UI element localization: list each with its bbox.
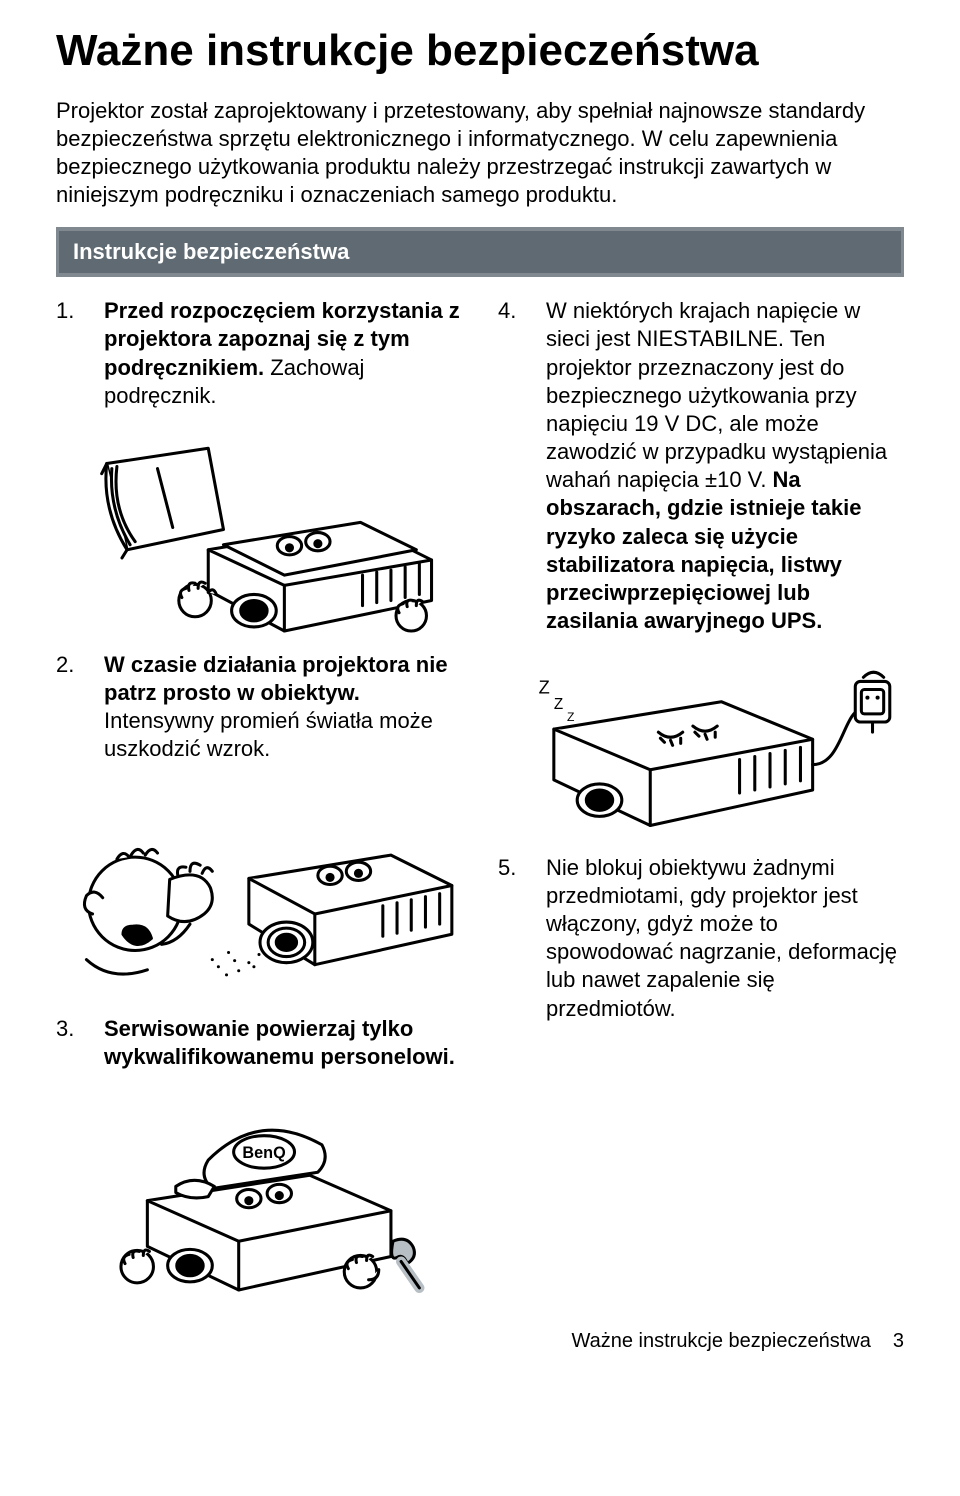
safety-item-1: 1. Przed rozpoczęciem korzystania z proj… <box>56 297 462 410</box>
svg-text:Z: Z <box>539 677 550 698</box>
left-column: 1. Przed rozpoczęciem korzystania z proj… <box>56 287 462 1302</box>
document-page: Ważne instrukcje bezpieczeństwa Projekto… <box>0 0 960 1389</box>
item-number: 2. <box>56 651 78 764</box>
item-text-bold: W czasie działania projektora nie patrz … <box>104 652 448 705</box>
svg-text:BenQ: BenQ <box>242 1144 285 1162</box>
intro-paragraph: Projektor został zaprojektowany i przete… <box>56 97 904 210</box>
item-text-normal: Nie blokuj obiektywu żadnymi przedmiotam… <box>546 855 897 1021</box>
safety-item-3: 3. Serwisowanie powierzaj tylko wykwalif… <box>56 1015 462 1071</box>
safety-item-4: 4. W niektórych krajach napięcie w sieci… <box>498 297 904 635</box>
illustration-dont-look-lens <box>56 782 462 1005</box>
item-text: Serwisowanie powierzaj tylko wykwalifiko… <box>104 1015 462 1071</box>
item-number: 5. <box>498 854 520 1023</box>
safety-item-2: 2. W czasie działania projektora nie pat… <box>56 651 462 764</box>
illustration-power-unstable: Z Z Z <box>498 653 904 836</box>
two-column-layout: 1. Przed rozpoczęciem korzystania z proj… <box>56 287 904 1302</box>
illustration-read-manual <box>56 428 462 641</box>
item-number: 1. <box>56 297 78 410</box>
item-text: Przed rozpoczęciem korzystania z projekt… <box>104 297 462 410</box>
item-text: W czasie działania projektora nie patrz … <box>104 651 462 764</box>
footer-label: Ważne instrukcje bezpieczeństwa <box>571 1330 870 1353</box>
illustration-qualified-service: BenQ <box>56 1089 462 1302</box>
svg-text:Z: Z <box>554 696 563 713</box>
page-title: Ważne instrukcje bezpieczeństwa <box>56 28 904 75</box>
item-text-normal: Intensywny promień światła może uszkodzi… <box>104 708 433 761</box>
item-number: 4. <box>498 297 520 635</box>
page-footer: Ważne instrukcje bezpieczeństwa 3 <box>56 1330 904 1353</box>
right-column: 4. W niektórych krajach napięcie w sieci… <box>498 287 904 1302</box>
item-text-bold: Serwisowanie powierzaj tylko wykwalifiko… <box>104 1016 455 1069</box>
item-number: 3. <box>56 1015 78 1071</box>
item-text: Nie blokuj obiektywu żadnymi przedmiotam… <box>546 854 904 1023</box>
item-text-normal: W niektórych krajach napięcie w sieci je… <box>546 298 887 492</box>
svg-text:Z: Z <box>567 710 575 724</box>
item-text: W niektórych krajach napięcie w sieci je… <box>546 297 904 635</box>
section-header-bar: Instrukcje bezpieczeństwa <box>56 227 904 277</box>
footer-page-number: 3 <box>893 1330 904 1353</box>
safety-item-5: 5. Nie blokuj obiektywu żadnymi przedmio… <box>498 854 904 1023</box>
